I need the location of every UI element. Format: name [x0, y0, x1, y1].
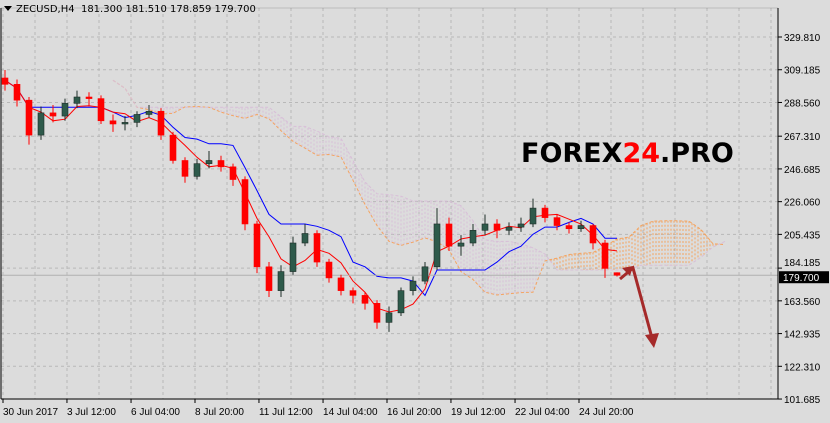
y-tick-label: 205.435	[784, 230, 821, 241]
bull-candle	[517, 223, 525, 228]
chart-header: ZECUSD,H4 181.300 181.510 178.859 179.70…	[4, 4, 256, 15]
y-tick-label: 288.560	[784, 98, 821, 109]
bear-candle	[25, 99, 33, 136]
bear-candle	[97, 98, 105, 122]
bear-candle	[613, 272, 621, 276]
y-tick-label: 122.310	[784, 362, 821, 373]
bear-candle	[349, 290, 357, 296]
dropdown-triangle-icon[interactable]	[4, 6, 12, 11]
tenkan-sen-line	[4, 79, 618, 313]
bull-candle	[121, 122, 129, 125]
bull-candle	[529, 207, 537, 225]
bull-candle	[409, 280, 417, 291]
bear-candle	[493, 223, 501, 231]
y-tick-label: 184.185	[784, 258, 821, 269]
x-tick-label: 19 Jul 12:00	[451, 407, 506, 418]
bear-candle	[337, 277, 345, 291]
bear-candle	[589, 225, 597, 244]
current-price-badge	[779, 271, 829, 284]
x-tick-label: 30 Jun 2017	[3, 407, 58, 418]
bear-candle	[445, 223, 453, 247]
y-tick-label: 163.560	[784, 297, 821, 308]
grid	[1, 8, 778, 400]
y-tick-label: 142.935	[784, 330, 821, 341]
x-tick-label: 22 Jul 04:00	[515, 407, 570, 418]
bear-candle	[541, 207, 549, 218]
bull-candle	[385, 312, 393, 323]
ohlc-values: 181.300 181.510 178.859 179.700	[80, 4, 256, 15]
current-price-label: 179.700	[783, 273, 820, 284]
logo-part: .PRO	[660, 138, 734, 169]
bear-candle	[553, 217, 561, 226]
bear-candle	[169, 134, 177, 161]
bear-candle	[157, 110, 165, 136]
bull-candle	[37, 112, 45, 136]
logo-accent: 24	[622, 138, 661, 169]
x-tick-label: 24 Jul 20:00	[579, 407, 634, 418]
axes: 329.810 309.185 288.560 267.310 246.685 226.0…	[0, 7, 829, 418]
bear-candle	[217, 160, 225, 168]
bull-candle	[397, 290, 405, 314]
bull-candle	[301, 233, 309, 244]
bull-candle	[193, 163, 201, 177]
bull-candle	[457, 242, 465, 247]
bear-candle	[253, 223, 261, 268]
bear-candle	[85, 96, 93, 99]
bull-candle	[289, 242, 297, 272]
bull-candle	[421, 266, 429, 282]
bear-candle	[565, 225, 573, 230]
y-tick-label: 267.310	[784, 132, 821, 143]
bull-candle	[73, 96, 81, 104]
bear-candle	[13, 84, 21, 101]
x-tick-label: 14 Jul 04:00	[323, 407, 378, 418]
x-tick-label: 3 Jul 12:00	[67, 407, 116, 418]
kijun-sen-line	[4, 79, 617, 297]
bear-candle	[181, 160, 189, 177]
y-tick-label: 246.685	[784, 165, 821, 176]
symbol-label: ZECUSD,H4	[16, 4, 75, 15]
bear-candle	[49, 112, 57, 117]
y-tick-label: 329.810	[784, 33, 821, 44]
bear-candle	[325, 261, 333, 279]
bull-candle	[469, 230, 477, 244]
bull-candle	[133, 114, 141, 123]
bull-candle	[481, 223, 489, 231]
ichimoku-cloud	[139, 106, 723, 295]
bear-candle	[109, 120, 117, 125]
y-tick-label: 226.060	[784, 198, 821, 209]
logo-part: FOREX	[521, 138, 623, 169]
bear-candle	[361, 295, 369, 304]
senkou-span-b-line	[112, 79, 726, 271]
x-tick-label: 8 Jul 20:00	[195, 407, 244, 418]
x-tick-label: 16 Jul 20:00	[387, 407, 442, 418]
candles	[1, 70, 621, 332]
indicator-lines	[1, 79, 778, 313]
bear-candle	[229, 166, 237, 180]
y-tick-label: 309.185	[784, 66, 821, 77]
bull-candle	[577, 225, 585, 230]
bear-candle	[373, 303, 381, 323]
forex24-logo: FOREX24.PRO	[521, 138, 734, 170]
arrow-head-down-icon	[645, 333, 659, 348]
bull-candle	[145, 110, 153, 115]
bull-candle	[205, 160, 213, 164]
bear-candle	[313, 233, 321, 263]
bear-candle	[601, 242, 609, 269]
bear-candle	[241, 179, 249, 225]
arrow-line	[619, 265, 654, 339]
bear-candle	[265, 266, 273, 291]
forecast-arrow	[619, 265, 659, 348]
x-tick-label: 6 Jul 04:00	[131, 407, 180, 418]
bull-candle	[61, 103, 69, 117]
arrow-head-up-icon	[622, 266, 633, 276]
bear-candle	[1, 77, 9, 85]
x-tick-label: 11 Jul 12:00	[259, 407, 313, 418]
bull-candle	[277, 271, 285, 291]
y-tick-label: 101.685	[784, 395, 821, 406]
bull-candle	[505, 226, 513, 231]
bull-candle	[433, 223, 441, 268]
